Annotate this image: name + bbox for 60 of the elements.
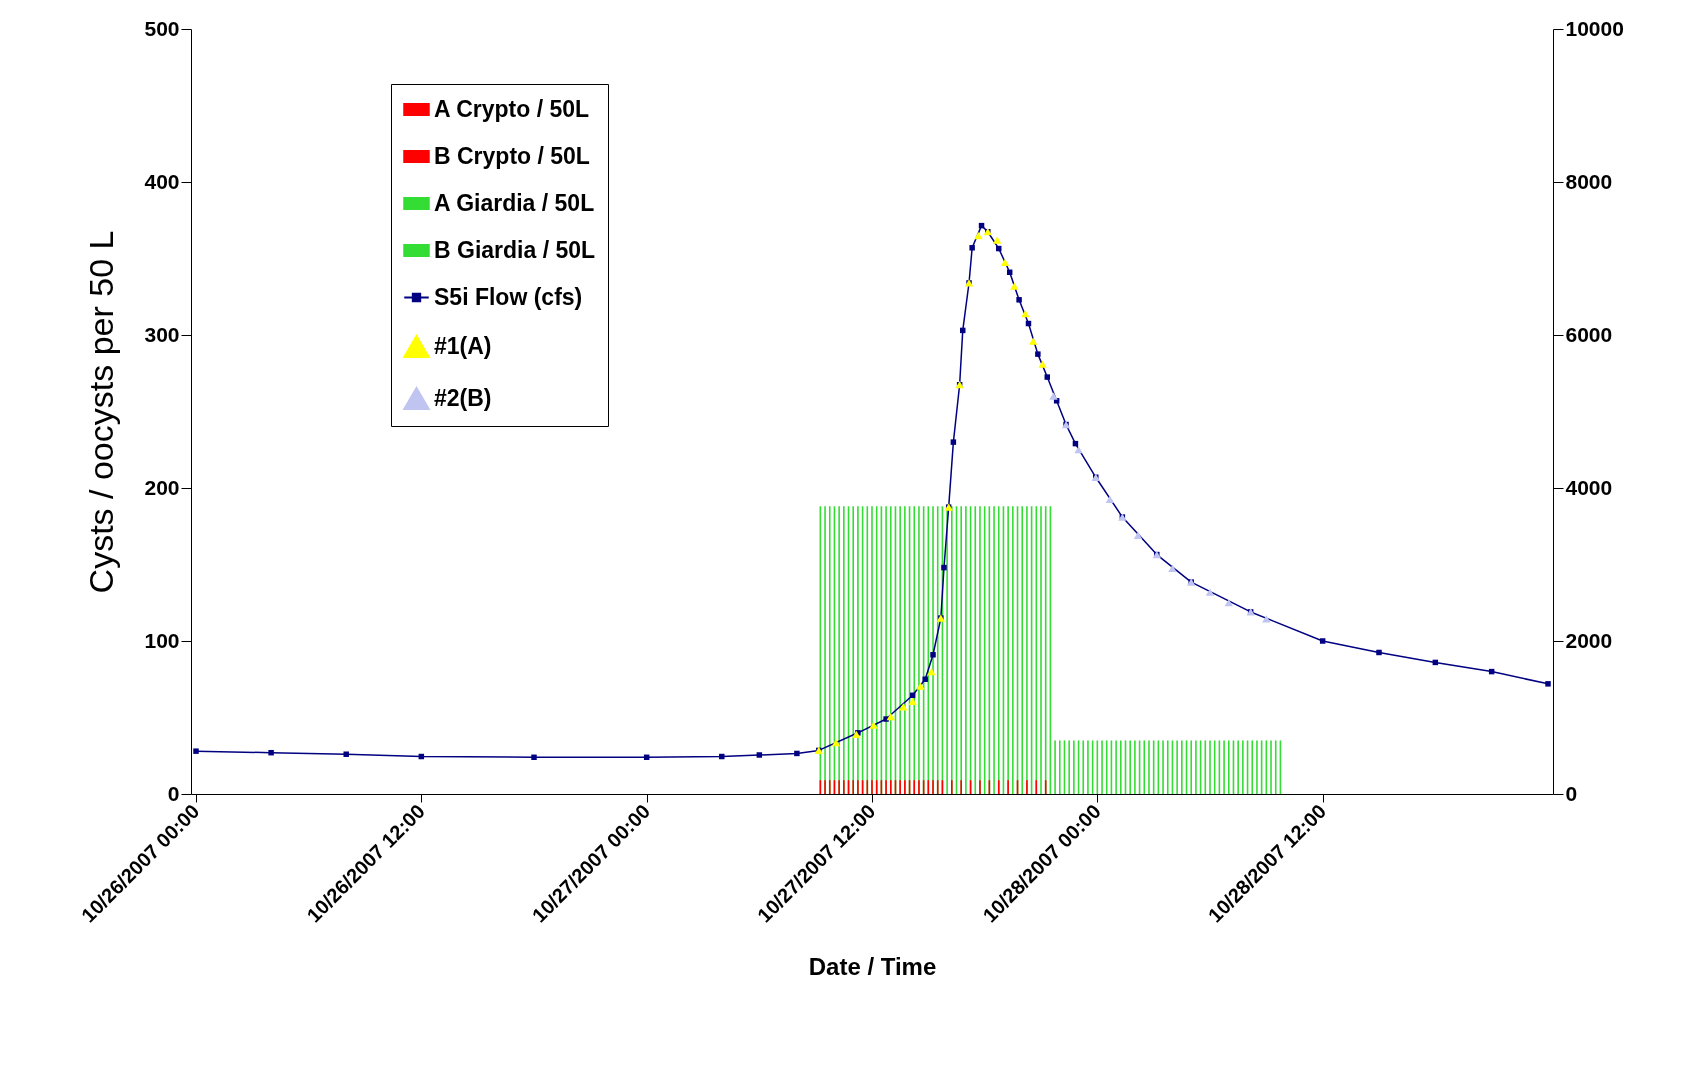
point (1038, 360, 1047, 368)
y-tick-label: 400 (144, 169, 180, 193)
y2-tick-label: 0 (1565, 781, 1578, 805)
point (1376, 649, 1382, 656)
legend-label: A Giardia / 50L (434, 189, 595, 216)
y2-tick-label: 6000 (1565, 322, 1613, 346)
point (794, 750, 800, 757)
legend-label: B Giardia / 50L (434, 236, 596, 263)
point (886, 713, 895, 721)
legend-label: #2(B) (434, 384, 492, 411)
y-tick-label: 300 (144, 322, 180, 346)
point (869, 721, 878, 729)
y2-tick-label: 10000 (1565, 16, 1624, 40)
point (1319, 638, 1326, 644)
y2-tick-label: 8000 (1565, 169, 1613, 193)
point (1205, 588, 1215, 596)
legend-label: B Crypto / 50L (434, 142, 590, 169)
point (1035, 351, 1041, 357)
point (1074, 446, 1083, 454)
point (1049, 392, 1058, 400)
point (193, 748, 199, 754)
point (908, 697, 917, 706)
point (1168, 564, 1177, 572)
point (1224, 599, 1233, 607)
point (1000, 258, 1010, 266)
point (1016, 297, 1022, 303)
point (993, 236, 1002, 244)
point (1021, 309, 1030, 318)
y-tick-label: 500 (144, 16, 180, 40)
legend-label: S5i Flow (cfs) (434, 283, 583, 310)
point (927, 667, 936, 676)
x-axis-title: Date / Time (808, 953, 937, 981)
point (531, 754, 537, 761)
point (1010, 282, 1019, 290)
point (969, 245, 975, 251)
point (343, 751, 349, 757)
point (922, 676, 928, 682)
point (1545, 681, 1551, 687)
point (1044, 374, 1050, 380)
point (1133, 531, 1143, 540)
point (1105, 495, 1115, 504)
y2-tick-label: 4000 (1565, 475, 1613, 499)
legend-label: A Crypto / 50L (434, 95, 590, 122)
y-axis-title: Cysts / oocysts per 50 L (82, 230, 121, 594)
y-tick-label: 200 (144, 475, 180, 499)
point (268, 749, 274, 756)
point (916, 682, 925, 690)
point (974, 231, 983, 240)
point (950, 439, 957, 445)
y2-tick-label: 2000 (1565, 628, 1613, 652)
legend-label: #1(A) (434, 332, 492, 359)
point (1028, 337, 1038, 345)
y-tick-label: 100 (144, 628, 180, 652)
point (930, 652, 936, 658)
point (719, 753, 725, 760)
point (1262, 615, 1271, 623)
point (831, 739, 841, 747)
y-tick-label: 0 (167, 781, 180, 805)
point (756, 752, 763, 758)
point (941, 564, 947, 571)
